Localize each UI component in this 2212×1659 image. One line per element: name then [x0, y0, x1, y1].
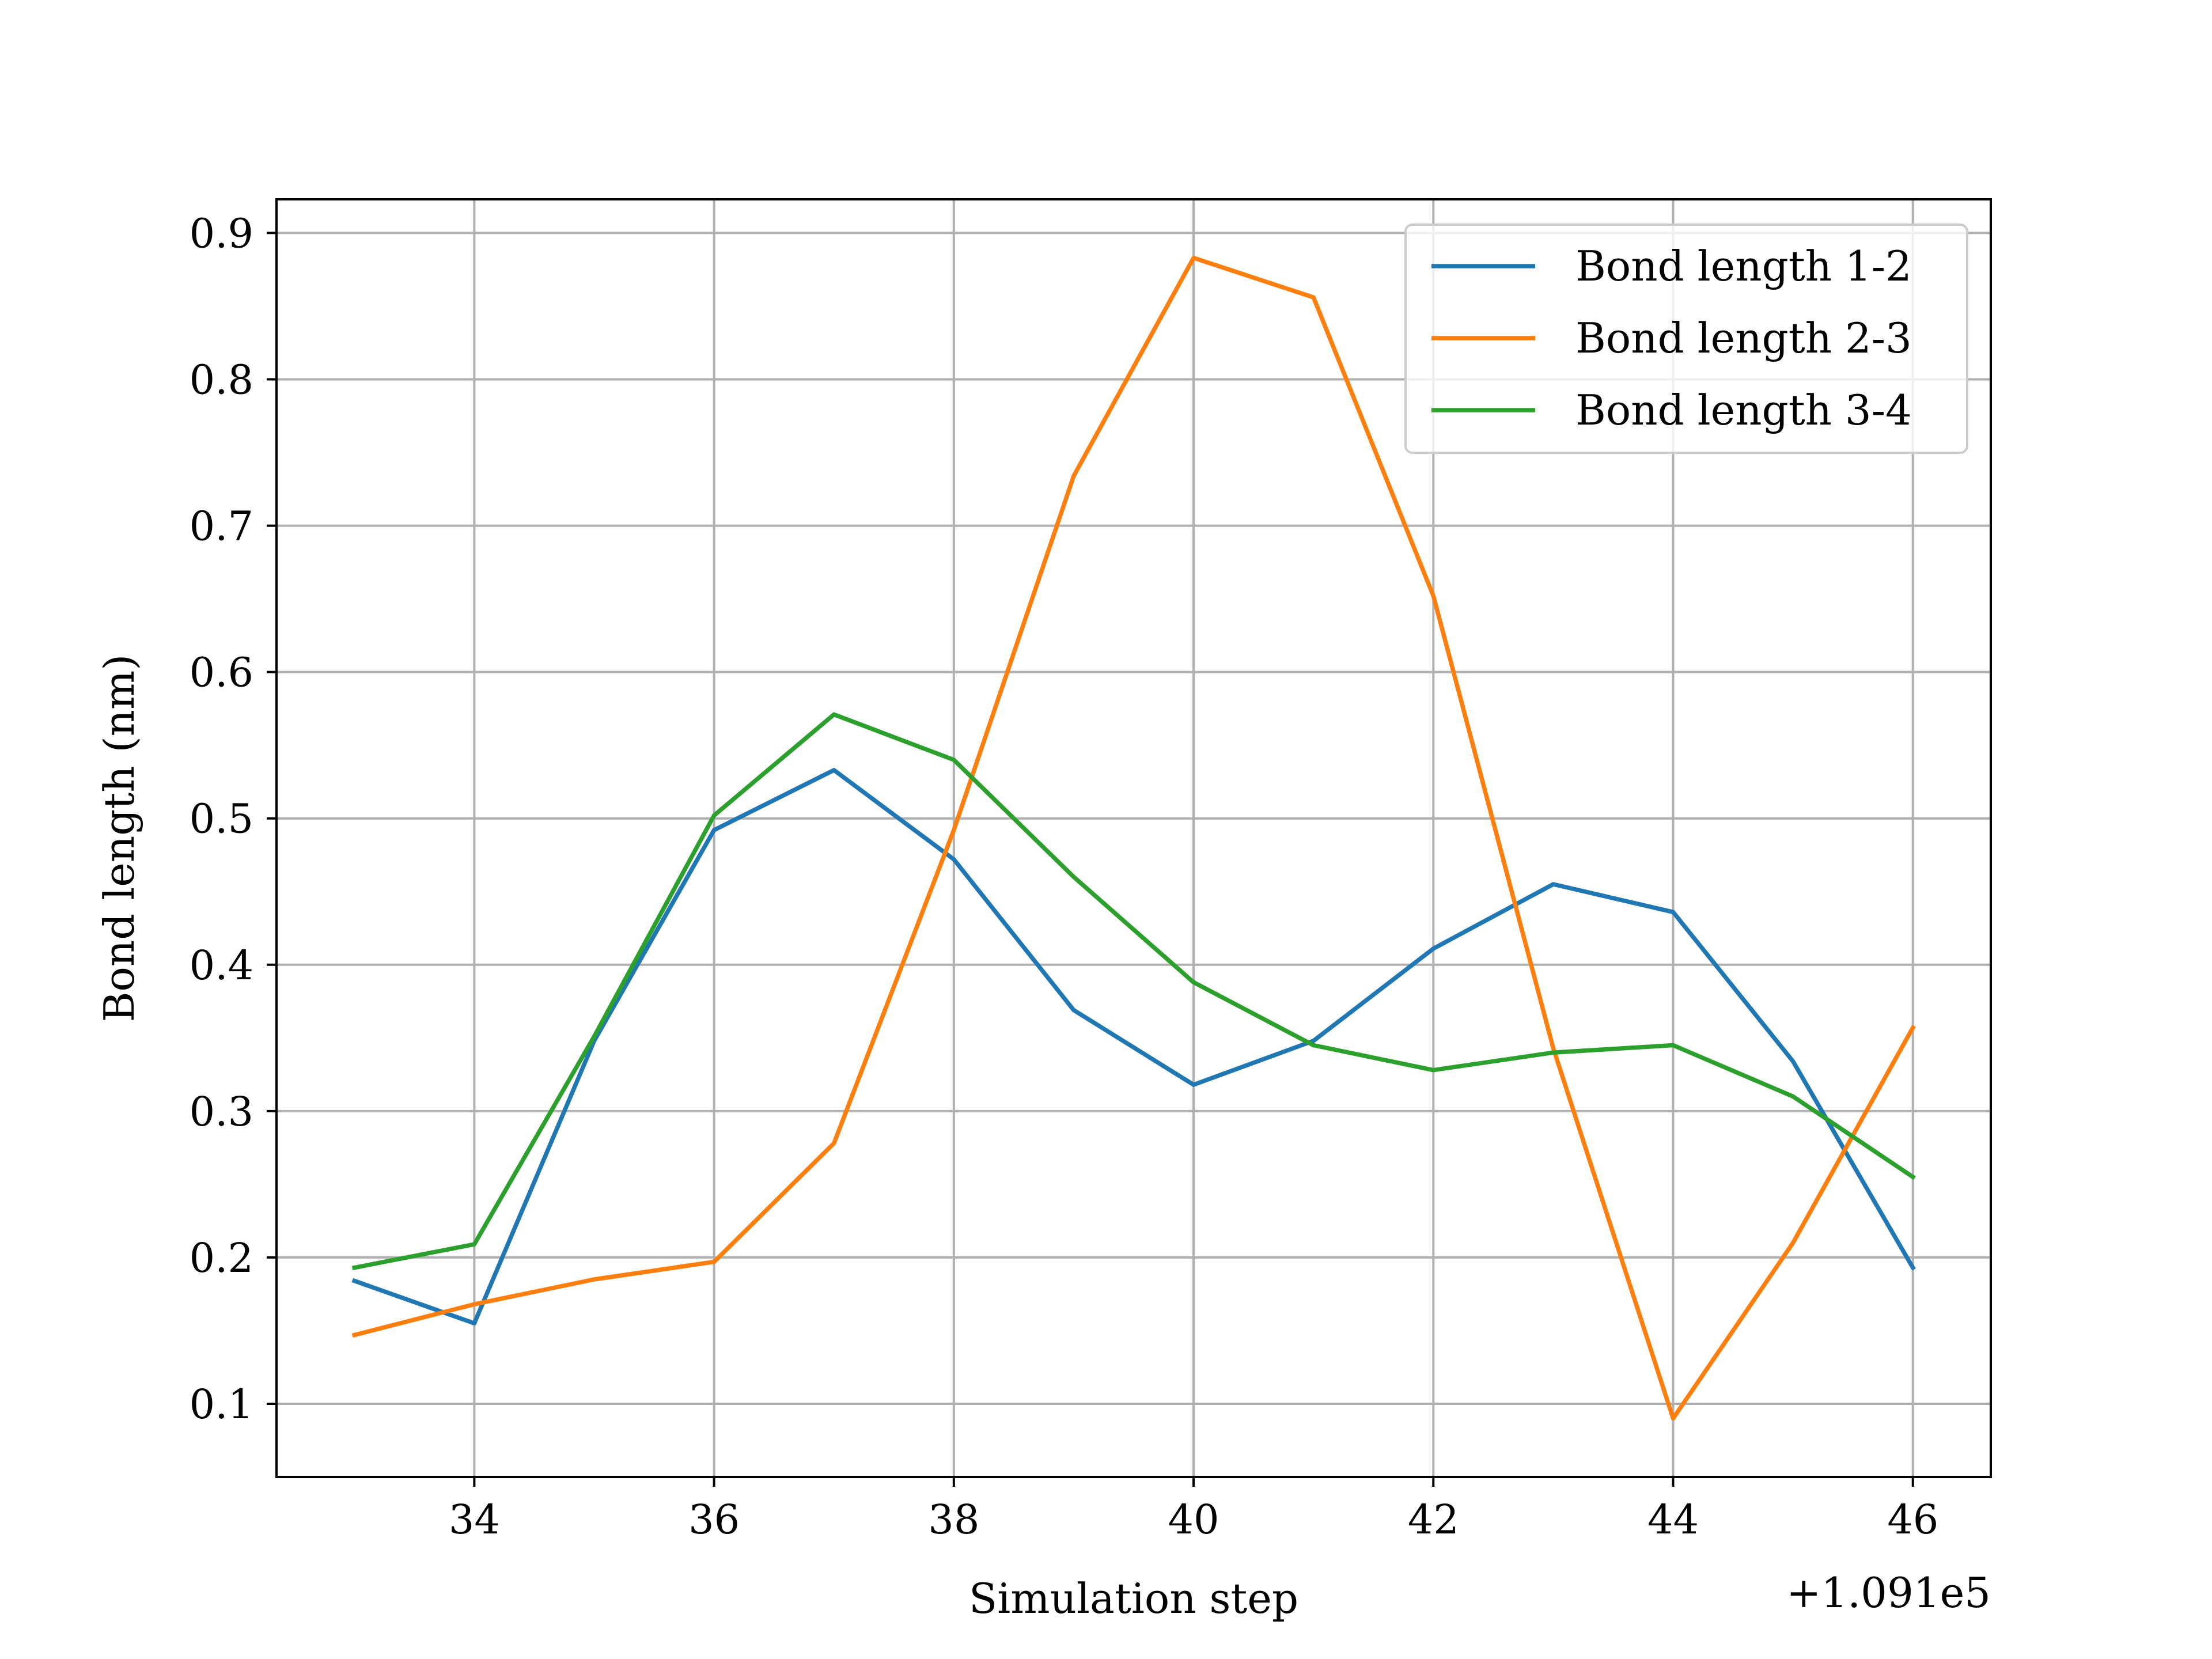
series-lines [351, 255, 1916, 1421]
x-tick-label: 36 [688, 1496, 740, 1543]
legend-label-1: Bond length 1-2 [1575, 242, 1912, 290]
y-tick-label: 0.4 [190, 942, 253, 989]
legend: Bond length 1-2 Bond length 2-3 Bond lengt… [1404, 224, 1968, 454]
y-tick-label: 0.2 [190, 1234, 253, 1282]
y-tick-label: 0.6 [190, 649, 253, 696]
series-line-3 [351, 712, 1916, 1271]
series-line-2 [351, 255, 1916, 1421]
y-tick-label: 0.8 [190, 357, 253, 404]
x-tick-label: 34 [449, 1496, 500, 1543]
legend-label-3: Bond length 3-4 [1575, 386, 1912, 434]
y-tick-label: 0.3 [190, 1088, 253, 1135]
plot-frame [275, 198, 1992, 1478]
y-axis-label: Bond length (nm) [95, 654, 143, 1022]
y-tick-label: 0.7 [190, 503, 253, 550]
y-tick-label: 0.5 [190, 796, 253, 843]
x-offset-label: +1.091e5 [1786, 1569, 1991, 1617]
y-axis-ticks: 0.1 0.2 0.3 0.4 0.5 0.6 0.7 0.8 0.9 [190, 210, 276, 1428]
x-tick-label: 44 [1647, 1496, 1699, 1543]
x-axis-label: Simulation step [969, 1574, 1298, 1623]
x-tick-label: 40 [1168, 1496, 1219, 1543]
x-tick-label: 42 [1408, 1496, 1459, 1543]
legend-box [1404, 224, 1968, 454]
legend-items: Bond length 1-2 Bond length 2-3 Bond lengt… [1431, 242, 1912, 434]
x-tick-label: 46 [1887, 1496, 1938, 1543]
series-line-1 [351, 768, 1916, 1325]
x-tick-label: 38 [928, 1496, 979, 1543]
y-tick-label: 0.1 [190, 1381, 253, 1428]
y-tick-label: 0.9 [190, 210, 253, 257]
x-axis-ticks: 34 36 38 40 42 44 46 [449, 1477, 1938, 1543]
legend-label-2: Bond length 2-3 [1575, 314, 1912, 362]
grid-lines [276, 199, 1991, 1477]
